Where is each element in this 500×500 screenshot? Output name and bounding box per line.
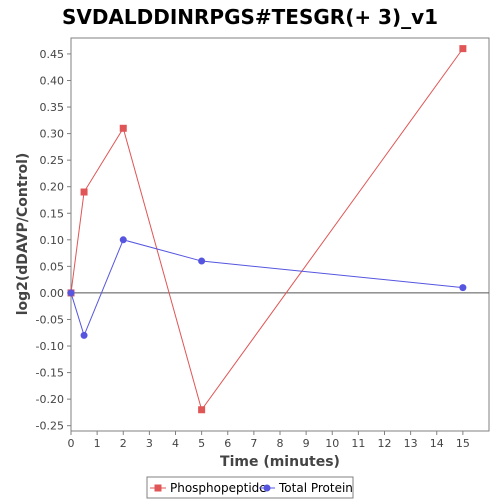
- y-tick-label: 0.00: [40, 287, 65, 300]
- legend-label: Total Protein: [278, 481, 353, 495]
- legend-box: [146, 476, 354, 499]
- x-tick-label: 9: [303, 437, 310, 450]
- x-tick-label: 5: [198, 437, 205, 450]
- y-tick-label: -0.10: [36, 340, 64, 353]
- y-tick-label: 0.25: [40, 154, 65, 167]
- plot-area: [70, 37, 490, 432]
- data-point: [459, 45, 467, 53]
- x-axis-ticks: 0 1 2 3 4 5 6 7 8 9 10 11 12 13 14 15: [68, 431, 470, 450]
- x-tick-label: 8: [277, 437, 284, 450]
- legend-marker: [263, 484, 271, 492]
- legend-item: Total Protein: [259, 481, 353, 495]
- legend: Phosphopeptide Total Protein: [146, 476, 354, 499]
- x-tick-label: 0: [68, 437, 75, 450]
- x-tick-label: 14: [430, 437, 444, 450]
- data-point: [459, 284, 467, 292]
- y-tick-label: 0.40: [40, 74, 65, 87]
- y-tick-label: 0.05: [40, 260, 65, 273]
- series-2: [67, 236, 467, 339]
- y-axis-label: log2(dDAVP/Control): [15, 153, 31, 316]
- y-tick-label: 0.35: [40, 101, 65, 114]
- x-axis-label: Time (minutes): [220, 454, 340, 470]
- y-tick-label: -0.05: [36, 313, 64, 326]
- data-point: [67, 289, 75, 297]
- y-axis-ticks: -0.25 -0.20 -0.15 -0.10 -0.05 0.00 0.05 0.10 0.1…: [36, 48, 71, 433]
- data-point: [80, 331, 88, 339]
- x-tick-label: 4: [172, 437, 179, 450]
- data-point: [119, 236, 127, 244]
- y-tick-label: 0.45: [40, 48, 65, 61]
- legend-label: Phosphopeptide: [170, 481, 267, 495]
- x-tick-label: 7: [250, 437, 257, 450]
- y-tick-label: -0.15: [36, 367, 64, 380]
- data-point: [119, 124, 127, 132]
- x-tick-label: 13: [404, 437, 418, 450]
- x-tick-label: 1: [94, 437, 101, 450]
- y-tick-label: -0.20: [36, 393, 64, 406]
- x-tick-label: 2: [120, 437, 127, 450]
- y-tick-label: 0.15: [40, 207, 65, 220]
- x-tick-label: 10: [325, 437, 339, 450]
- x-tick-label: 6: [224, 437, 231, 450]
- data-point: [198, 257, 206, 265]
- x-tick-label: 11: [351, 437, 365, 450]
- chart-title: SVDALDDINRPGS#TESGR(+ 3)_v1: [62, 5, 438, 29]
- y-tick-label: 0.20: [40, 181, 65, 194]
- x-tick-label: 15: [456, 437, 470, 450]
- y-tick-label: 0.10: [40, 234, 65, 247]
- x-tick-label: 3: [146, 437, 153, 450]
- data-point: [80, 188, 88, 196]
- x-tick-label: 12: [378, 437, 392, 450]
- series-layer: [67, 45, 467, 414]
- legend-marker: [154, 484, 162, 492]
- y-tick-label: -0.25: [36, 420, 64, 433]
- data-point: [198, 406, 206, 414]
- y-tick-label: 0.30: [40, 128, 65, 141]
- legend-item: Phosphopeptide: [150, 481, 267, 495]
